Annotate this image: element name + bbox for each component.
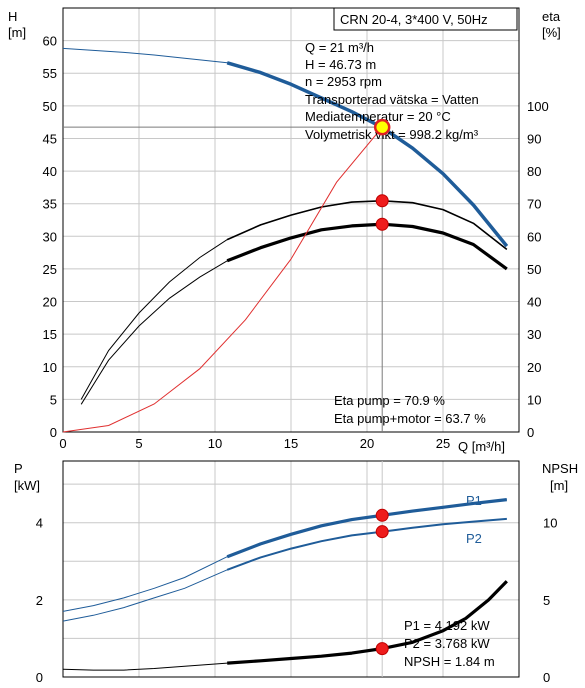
bottom-y-left-tick-label: 0 bbox=[36, 670, 43, 685]
p1-series-label: P1 bbox=[466, 493, 482, 508]
top-y-left-unit: [m] bbox=[8, 25, 26, 40]
info-h: H = 46.73 m bbox=[305, 57, 376, 72]
info-fluid: Transporterad vätska = Vatten bbox=[305, 92, 479, 107]
info-p2: P2 = 3.768 kW bbox=[404, 636, 490, 651]
p1-curve-thick bbox=[226, 498, 507, 559]
top-grid bbox=[62, 7, 520, 433]
y-left-tick-label: 15 bbox=[43, 327, 57, 342]
x-tick-label: 25 bbox=[436, 436, 450, 451]
top-y-left-name: H bbox=[8, 9, 17, 24]
x-tick-label: 5 bbox=[135, 436, 142, 451]
y-right-tick-label: 20 bbox=[527, 360, 541, 375]
x-tick-label: 10 bbox=[208, 436, 222, 451]
bottom-y-left-unit: [kW] bbox=[14, 478, 40, 493]
duty-point-marker bbox=[373, 118, 391, 136]
top-y-right-unit: [%] bbox=[542, 25, 561, 40]
bottom-y-right-tick-label: 5 bbox=[543, 593, 550, 608]
eta-pump-curve-thick bbox=[226, 200, 508, 251]
title-box bbox=[333, 7, 518, 31]
bottom-y-right-tick-label: 10 bbox=[543, 516, 557, 531]
top-y-right-name: eta bbox=[542, 9, 561, 24]
info-eta-pump-motor: Eta pump+motor = 63.7 % bbox=[334, 411, 486, 426]
bottom-y-left-tick-label: 4 bbox=[36, 516, 43, 531]
p1-point-marker bbox=[375, 508, 389, 522]
info-npsh: NPSH = 1.84 m bbox=[404, 654, 495, 669]
eta-pump-point-marker bbox=[375, 194, 389, 208]
y-left-tick-label: 55 bbox=[43, 66, 57, 81]
system-curve bbox=[62, 126, 383, 433]
bottom-y-left-name: P bbox=[14, 461, 23, 476]
y-right-tick-label: 10 bbox=[527, 392, 541, 407]
top-plot-border bbox=[62, 7, 520, 433]
bottom-y-right-unit: [m] bbox=[550, 478, 568, 493]
x-tick-label: 0 bbox=[59, 436, 66, 451]
info-density: Volymetrisk vikt = 998.2 kg/m³ bbox=[305, 127, 479, 142]
y-left-tick-label: 20 bbox=[43, 295, 57, 310]
y-right-tick-label: 50 bbox=[527, 262, 541, 277]
y-left-tick-label: 40 bbox=[43, 164, 57, 179]
head-curve-thick bbox=[226, 61, 509, 248]
info-p1: P1 = 4.192 kW bbox=[404, 618, 490, 633]
p2-series-label: P2 bbox=[466, 531, 482, 546]
bottom-duty-points bbox=[375, 508, 389, 656]
y-right-tick-label: 30 bbox=[527, 327, 541, 342]
duty-info: Q = 21 m³/h H = 46.73 m n = 2953 rpm Tra… bbox=[305, 40, 479, 142]
y-right-tick-label: 80 bbox=[527, 164, 541, 179]
y-left-tick-label: 50 bbox=[43, 99, 57, 114]
y-right-tick-label: 60 bbox=[527, 229, 541, 244]
y-left-tick-label: 45 bbox=[43, 131, 57, 146]
bottom-ticks: 0 2 4 0 5 10 bbox=[36, 516, 558, 685]
y-left-tick-label: 30 bbox=[43, 229, 57, 244]
eta-pump+motor-point-marker bbox=[375, 217, 389, 231]
top-duty-points bbox=[373, 118, 391, 231]
y-left-tick-label: 10 bbox=[43, 360, 57, 375]
y-right-tick-label: 0 bbox=[527, 425, 534, 440]
info-n: n = 2953 rpm bbox=[305, 74, 382, 89]
info-q: Q = 21 m³/h bbox=[305, 40, 374, 55]
y-left-tick-label: 25 bbox=[43, 262, 57, 277]
y-right-tick-label: 100 bbox=[527, 99, 549, 114]
bottom-y-right-tick-label: 0 bbox=[543, 670, 550, 685]
x-axis-label: Q [m³/h] bbox=[458, 439, 505, 454]
y-right-tick-label: 40 bbox=[527, 295, 541, 310]
top-series bbox=[62, 47, 509, 433]
eta-pump-motor-curve-thick bbox=[226, 222, 508, 271]
y-left-tick-label: 5 bbox=[50, 392, 57, 407]
y-left-tick-label: 0 bbox=[50, 425, 57, 440]
bottom-y-right-name: NPSH bbox=[542, 461, 578, 476]
p2-curve-thick bbox=[226, 517, 507, 571]
bottom-plot-border bbox=[62, 460, 520, 678]
top-ticks: 0 5 10 15 20 25 0 5 10 15 20 25 30 35 40 45 50 55 60 0 10 20 3… bbox=[43, 34, 549, 451]
info-eta-pump: Eta pump = 70.9 % bbox=[334, 393, 445, 408]
bottom-y-left-tick-label: 2 bbox=[36, 593, 43, 608]
info-temp: Mediatemperatur = 20 °C bbox=[305, 109, 451, 124]
chart-title: CRN 20-4, 3*400 V, 50Hz bbox=[340, 12, 488, 27]
bottom-grid bbox=[62, 460, 520, 678]
x-tick-label: 15 bbox=[284, 436, 298, 451]
npsh-point-marker bbox=[375, 642, 389, 656]
y-left-tick-label: 35 bbox=[43, 197, 57, 212]
x-tick-label: 20 bbox=[360, 436, 374, 451]
y-left-tick-label: 60 bbox=[43, 34, 57, 49]
y-right-tick-label: 90 bbox=[527, 131, 541, 146]
eta-info: Eta pump = 70.9 % Eta pump+motor = 63.7 … bbox=[334, 393, 486, 426]
p2-point-marker bbox=[375, 525, 389, 539]
power-info: P1 = 4.192 kW P2 = 3.768 kW NPSH = 1.84 … bbox=[404, 618, 495, 669]
y-right-tick-label: 70 bbox=[527, 197, 541, 212]
